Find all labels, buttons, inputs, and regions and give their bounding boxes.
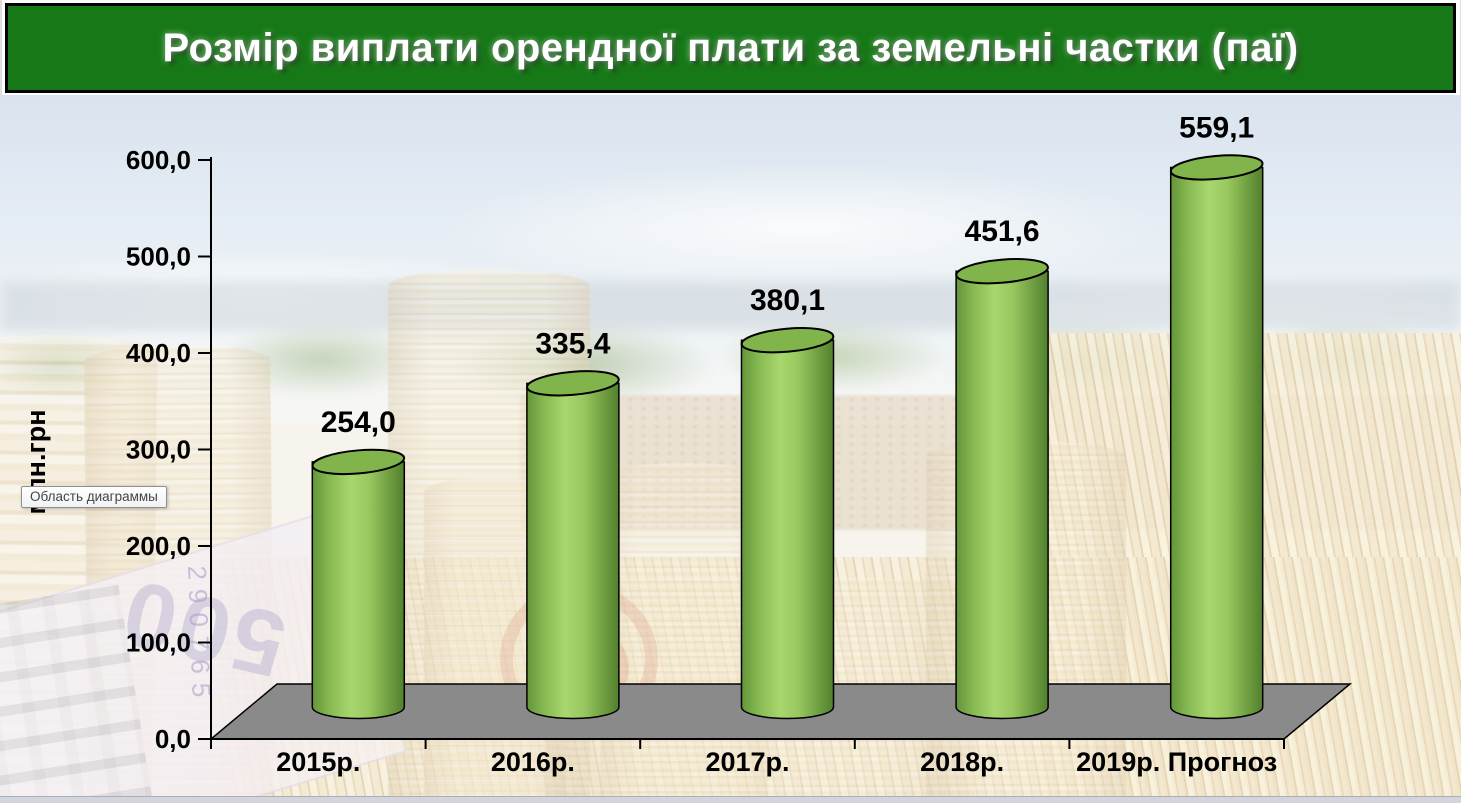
x-category-label: 2017р. (705, 747, 789, 777)
bar-cylinder-top-2016р.[interactable] (526, 368, 620, 399)
data-label-2015р.: 254,0 (321, 406, 396, 439)
bar-cylinder-2016р.[interactable] (526, 382, 620, 720)
y-tick-label: 300,0 (126, 435, 191, 465)
chart-area-tooltip: Область диаграммы (21, 486, 167, 508)
data-label-2016р.: 335,4 (535, 327, 610, 360)
bar-cylinder-2015р.[interactable] (311, 461, 406, 720)
bar-cylinder-2018р.[interactable] (955, 270, 1049, 720)
y-tick-label: 0,0 (155, 724, 191, 754)
bar-cylinder-2017р.[interactable] (740, 339, 835, 720)
tooltip-label: Область диаграммы (30, 489, 158, 504)
bar-cylinder-top-2015р.[interactable] (311, 446, 406, 477)
bottom-edge (0, 796, 1461, 803)
y-tick-label: 400,0 (126, 338, 191, 368)
y-tick-label: 600,0 (126, 145, 191, 175)
y-tick-label: 100,0 (126, 628, 191, 658)
chart-title-banner: Розмір виплати орендної плати за земельн… (5, 3, 1456, 93)
data-label-2017р.: 380,1 (750, 284, 825, 317)
data-label-2018р.: 451,6 (965, 215, 1040, 248)
x-category-label: 2016р. (491, 747, 575, 777)
data-label-2019р. Прогноз: 559,1 (1179, 111, 1254, 144)
bar-cylinder-2019р. Прогноз[interactable] (1169, 166, 1264, 720)
bar-cylinder-top-2017р.[interactable] (740, 325, 835, 356)
chart-title: Розмір виплати орендної плати за земельн… (162, 25, 1299, 70)
y-tick-label: 200,0 (126, 531, 191, 561)
bar-cylinder-top-2018р.[interactable] (955, 256, 1049, 287)
y-tick-label: 500,0 (126, 242, 191, 272)
x-category-label: 2015р. (276, 747, 360, 777)
bar-cylinder-top-2019р. Прогноз[interactable] (1169, 152, 1264, 183)
x-category-label: 2019р. Прогноз (1076, 747, 1277, 777)
x-category-label: 2018р. (920, 747, 1004, 777)
